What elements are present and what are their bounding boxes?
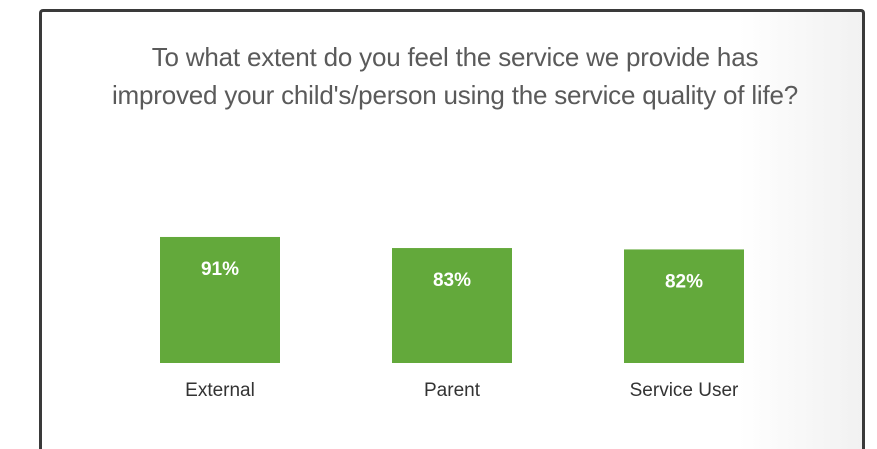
panel xyxy=(39,9,865,449)
value-label: 91% xyxy=(201,259,239,280)
bar xyxy=(392,248,512,363)
category-label: External xyxy=(185,380,255,401)
value-label: 82% xyxy=(665,271,703,292)
category-label: Parent xyxy=(424,380,481,401)
category-label: Service User xyxy=(630,380,739,401)
value-label: 83% xyxy=(433,270,471,291)
chart-title: To what extent do you feel the service w… xyxy=(111,42,799,110)
bar xyxy=(624,249,744,363)
bar xyxy=(160,236,280,363)
title-box: To what extent do you feel the service w… xyxy=(50,38,860,114)
